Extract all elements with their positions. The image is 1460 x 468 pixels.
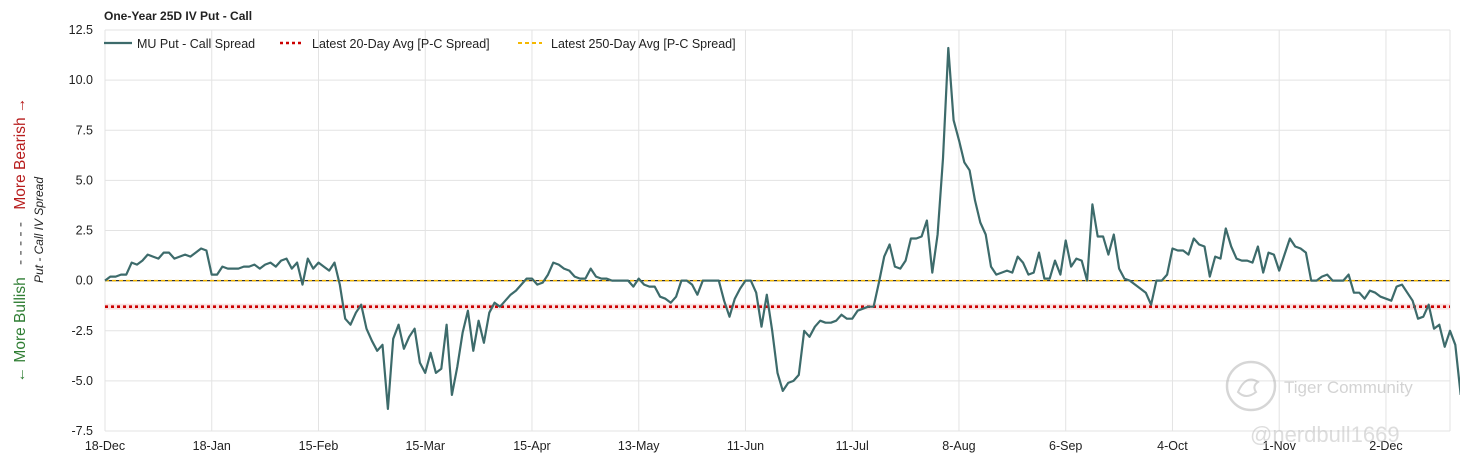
y-tick-label: -5.0 [71,374,93,388]
average-lines [105,279,1450,310]
x-tick-label: 11-Jun [727,439,764,453]
x-tick-label: 18-Dec [85,439,125,453]
watermark-handle: @nerdbull1669 [1250,422,1400,447]
x-tick-label: 4-Oct [1157,439,1188,453]
x-tick-label: 13-May [618,439,660,453]
y-tick-label: 0.0 [76,274,93,288]
watermark-brand: Tiger Community [1284,378,1413,397]
x-tick-label: 15-Apr [513,439,551,453]
x-axis-ticks: 18-Dec 18-Jan 15-Feb 15-Mar 15-Apr 13-May 11-J… [85,439,1403,453]
sentiment-axis-label: ← More Bullish - - - - - More Bearish → [12,98,29,383]
x-tick-label: 6-Sep [1049,439,1082,453]
y-tick-label: 2.5 [76,224,93,238]
y-tick-label: -7.5 [71,424,93,438]
x-tick-label: 2-Dec [1369,439,1402,453]
x-tick-label: 11-Jul [836,439,869,453]
y-tick-label: 7.5 [76,123,93,137]
tiger-logo-icon [1225,360,1277,412]
chart-title: One-Year 25D IV Put - Call [104,9,252,23]
separator-dashes: - - - - - [12,222,29,265]
x-tick-label: 8-Aug [942,439,975,453]
y-tick-label: 10.0 [69,73,93,87]
y-axis-ticks: 12.5 10.0 7.5 5.0 2.5 0.0 -2.5 -5.0 -7.5 [69,23,93,438]
watermark: Tiger Community @nerdbull1669 [1225,360,1413,447]
bullish-label: ← More Bullish [12,277,29,382]
spread-series-line [104,46,1460,410]
y-tick-label: -2.5 [71,324,93,338]
bearish-label: More Bearish → [12,98,29,210]
svg-text:← More Bullish - - - - -: ← More Bullish - - - - - More Bearish → [12,98,29,383]
y-axis-label: Put - Call IV Spread [32,177,46,283]
legend-label-20day: Latest 20-Day Avg [P-C Spread] [312,37,490,51]
y-tick-label: 12.5 [69,23,93,37]
y-tick-label: 5.0 [76,173,93,187]
x-tick-label: 18-Jan [193,439,231,453]
tiger-logo-mark-icon [1236,378,1260,397]
legend-label-250day: Latest 250-Day Avg [P-C Spread] [551,37,736,51]
x-tick-label: 15-Mar [405,439,445,453]
legend-label-spread: MU Put - Call Spread [137,37,255,51]
legend: MU Put - Call Spread Latest 20-Day Avg [… [104,37,736,51]
series-layer [104,46,1460,410]
x-tick-label: 15-Feb [299,439,339,453]
x-tick-label: 1-Nov [1263,439,1297,453]
